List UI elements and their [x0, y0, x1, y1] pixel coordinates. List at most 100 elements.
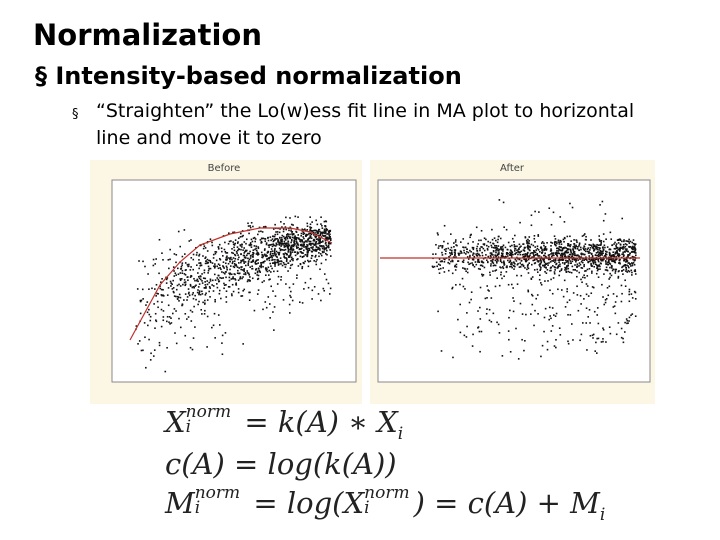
point [487, 255, 490, 258]
point [181, 304, 184, 306]
point [243, 269, 245, 271]
point [483, 266, 486, 269]
point [245, 249, 248, 252]
point [302, 252, 304, 254]
point [186, 263, 189, 266]
point [222, 271, 225, 274]
point [629, 245, 632, 248]
point [469, 234, 472, 237]
point [206, 315, 209, 318]
point [278, 253, 281, 256]
point [216, 265, 218, 268]
point [510, 263, 513, 265]
point [623, 331, 626, 333]
point [306, 245, 309, 247]
point [513, 244, 516, 246]
point [569, 235, 571, 238]
point [529, 246, 531, 249]
point [496, 277, 498, 280]
point [451, 260, 454, 262]
point [455, 263, 458, 266]
point [583, 253, 586, 256]
point [573, 245, 576, 247]
point [202, 277, 205, 279]
point [576, 265, 579, 268]
point [461, 277, 464, 280]
point [483, 249, 486, 252]
point [207, 272, 209, 274]
point [274, 233, 277, 236]
point [575, 239, 578, 242]
point [306, 234, 309, 236]
point [247, 272, 249, 274]
point [296, 274, 298, 277]
point [572, 339, 574, 341]
point [260, 230, 262, 233]
point [610, 255, 613, 257]
point [315, 263, 318, 266]
point [493, 264, 496, 267]
point [261, 254, 263, 256]
point [590, 259, 592, 262]
point [567, 243, 569, 245]
point [511, 266, 513, 269]
point [626, 243, 628, 246]
point [534, 309, 536, 312]
point [291, 263, 294, 266]
point [310, 229, 313, 232]
point [604, 269, 607, 271]
point [247, 225, 250, 227]
point [135, 325, 138, 327]
point [621, 253, 623, 256]
point [612, 254, 615, 256]
point [520, 250, 523, 253]
point [219, 276, 221, 279]
point [621, 240, 623, 243]
point [540, 283, 543, 286]
point [526, 259, 528, 262]
point [214, 265, 216, 267]
point [290, 246, 293, 249]
point [317, 239, 320, 242]
point [214, 252, 217, 255]
point [312, 239, 315, 242]
point [452, 256, 455, 258]
point [602, 252, 604, 255]
point [628, 270, 631, 273]
point [162, 319, 165, 322]
point [498, 284, 501, 287]
point [631, 262, 633, 264]
point [590, 239, 592, 241]
point [548, 318, 550, 321]
point [283, 249, 285, 251]
point [284, 248, 287, 251]
point [313, 240, 316, 242]
point [287, 256, 290, 258]
point [607, 261, 609, 264]
point [553, 271, 556, 273]
point [199, 275, 202, 278]
point [608, 285, 611, 288]
point [614, 301, 617, 303]
point [308, 243, 311, 245]
point [277, 239, 280, 241]
point [269, 236, 272, 238]
point [565, 266, 568, 269]
point [564, 255, 567, 258]
point [458, 253, 460, 256]
point [467, 258, 470, 260]
point [273, 235, 276, 238]
point [242, 258, 245, 261]
point [187, 316, 190, 318]
point [227, 243, 230, 245]
point [479, 254, 481, 257]
point [516, 257, 519, 260]
point [628, 290, 631, 293]
point [303, 246, 305, 248]
point [604, 246, 606, 249]
formula-text: = log(X [253, 486, 365, 520]
point [469, 262, 472, 265]
point [524, 254, 527, 257]
point [537, 249, 540, 251]
point [541, 344, 544, 347]
